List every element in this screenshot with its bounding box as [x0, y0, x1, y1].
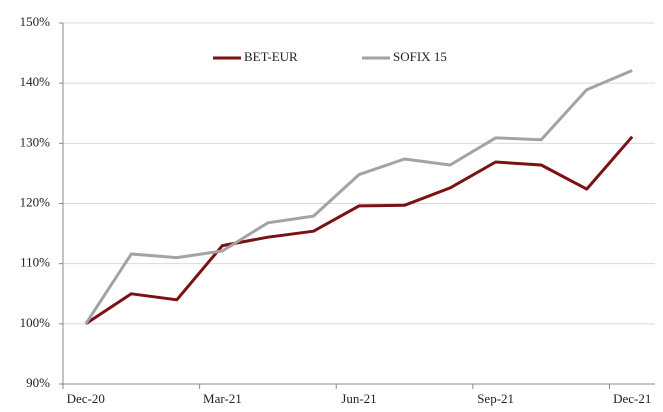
y-tick-label: 130% [20, 134, 51, 149]
y-tick-label: 120% [20, 194, 51, 209]
x-tick-label: Dec-20 [67, 391, 105, 406]
x-tick-label: Jun-21 [341, 391, 376, 406]
legend-label: SOFIX 15 [393, 49, 447, 64]
series-line [84, 69, 633, 325]
y-tick-label: 140% [20, 74, 51, 89]
y-tick-label: 150% [20, 14, 51, 29]
x-tick-label: Mar-21 [203, 391, 242, 406]
series-line [84, 135, 634, 326]
y-tick-label: 110% [20, 255, 50, 270]
y-tick-label: 90% [26, 375, 50, 390]
x-tick-label: Dec-21 [613, 391, 651, 406]
y-tick-label: 100% [20, 315, 51, 330]
legend-label: BET-EUR [244, 49, 298, 64]
x-tick-label: Sep-21 [477, 391, 514, 406]
